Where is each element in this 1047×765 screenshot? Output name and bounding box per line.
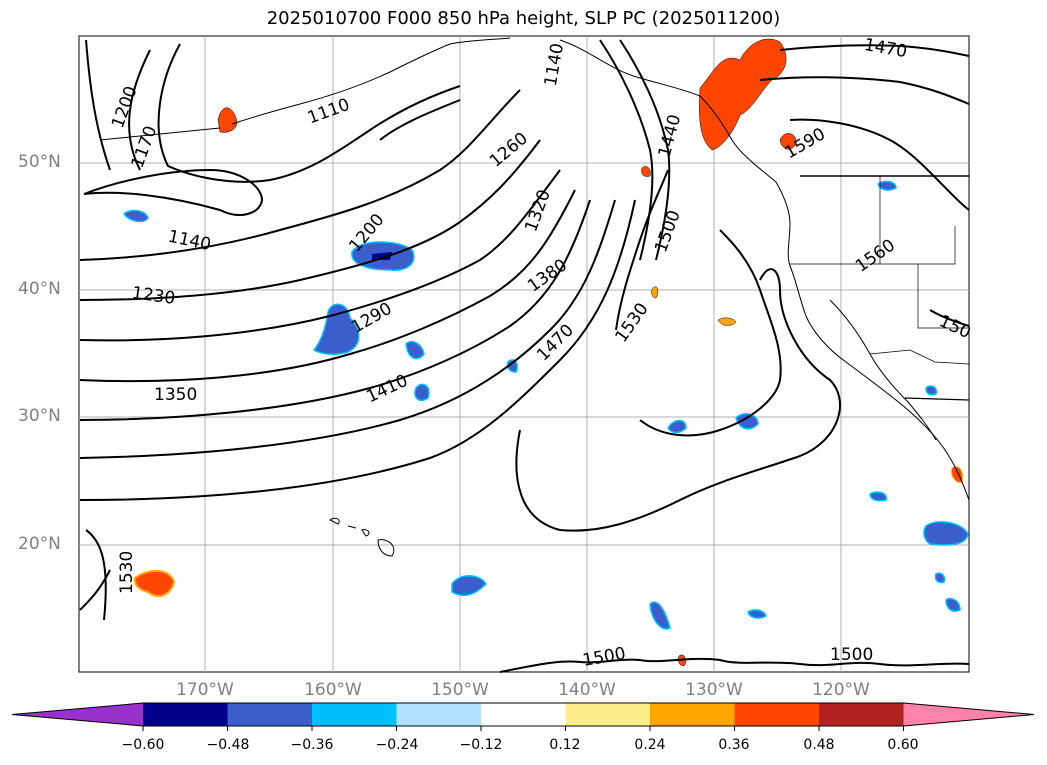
patch-negative — [945, 597, 961, 612]
coastline-baja — [829, 299, 937, 441]
contour-line — [779, 44, 970, 57]
patch-negative — [451, 575, 487, 596]
patch-negative — [405, 340, 425, 360]
contour-line — [515, 169, 841, 532]
colorbar-tick-label: −0.24 — [375, 737, 419, 753]
patch-positive — [779, 133, 797, 150]
contour-line — [85, 39, 111, 171]
lat-label: 50°N — [18, 152, 61, 172]
lon-label: 150°W — [431, 680, 489, 700]
patch-positive — [133, 570, 176, 598]
patch-positive — [651, 286, 659, 299]
contour-line — [79, 199, 616, 459]
contour-line — [789, 118, 970, 211]
patch-negative — [747, 609, 767, 619]
contour-line — [128, 49, 461, 171]
contour-label: 1530 — [117, 551, 137, 594]
hawaii-islands — [329, 517, 395, 557]
contour-line — [79, 529, 111, 621]
colorbar-tick-label: −0.12 — [459, 737, 503, 753]
patch-negative — [649, 601, 671, 630]
contours — [79, 39, 970, 673]
contour-line — [499, 657, 970, 673]
contour-line — [79, 139, 541, 301]
contour-line — [79, 169, 561, 342]
patch-negative — [923, 521, 969, 546]
contour-line — [79, 89, 521, 261]
lon-label: 120°W — [812, 680, 870, 700]
contour-label: 1500 — [830, 645, 873, 665]
lon-label: 140°W — [558, 680, 616, 700]
colorbar-tick-label: 0.12 — [549, 737, 581, 753]
lon-label: 130°W — [685, 680, 743, 700]
border-mexico-south — [904, 397, 970, 401]
patch-negative — [123, 209, 149, 223]
lat-label: 20°N — [18, 534, 61, 554]
contour-label: 1350 — [154, 385, 197, 405]
colorbar-tick-label: 0.36 — [718, 737, 750, 753]
coastlines — [99, 37, 970, 557]
patch-negative — [667, 419, 687, 434]
patch-negative — [414, 383, 430, 402]
map-title: 2025010700 F000 850 hPa height, SLP PC (… — [266, 8, 781, 29]
colorbar-tick-label: 0.60 — [887, 737, 919, 753]
border-mexico — [869, 349, 970, 365]
colorbar-tick-label: 0.48 — [803, 737, 835, 753]
patch-negative — [925, 385, 938, 396]
contour-line — [83, 168, 264, 216]
patch-positive — [641, 166, 651, 177]
lon-label: 170°W — [176, 680, 234, 700]
patch-negative — [312, 303, 360, 355]
lon-label: 160°W — [304, 680, 362, 700]
patch-negative — [372, 252, 392, 260]
colorbar-tick-label: −0.60 — [121, 737, 165, 753]
lat-label: 40°N — [18, 279, 61, 299]
patch-negative — [735, 413, 759, 430]
patch-positive — [217, 107, 238, 133]
coastline-alaska — [231, 37, 791, 225]
lat-label: 30°N — [18, 406, 61, 426]
coastline-westcoast — [787, 223, 970, 501]
contour-line — [79, 189, 576, 383]
patch-negative — [934, 572, 946, 584]
border-states — [790, 176, 969, 329]
contour-line — [157, 43, 461, 183]
patch-negative — [869, 491, 887, 502]
contour-line — [929, 309, 970, 327]
contour-line — [639, 229, 782, 437]
contour-line — [79, 199, 591, 421]
colorbar-tick-label: −0.36 — [290, 737, 334, 753]
contour-line — [759, 76, 970, 105]
patch-negative — [877, 180, 897, 191]
contour-line — [619, 39, 671, 261]
colorbar-tick-label: 0.24 — [634, 737, 666, 753]
contour-line — [599, 39, 654, 261]
patch-positive — [717, 317, 737, 326]
contour-line — [79, 199, 636, 501]
colorbar-tick-label: −0.48 — [206, 737, 250, 753]
